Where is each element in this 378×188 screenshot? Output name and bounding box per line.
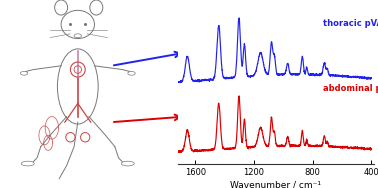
Text: thoracic pVAT: thoracic pVAT — [323, 19, 378, 28]
Text: abdominal pVAT: abdominal pVAT — [323, 84, 378, 93]
X-axis label: Wavenumber / cm⁻¹: Wavenumber / cm⁻¹ — [231, 180, 321, 188]
